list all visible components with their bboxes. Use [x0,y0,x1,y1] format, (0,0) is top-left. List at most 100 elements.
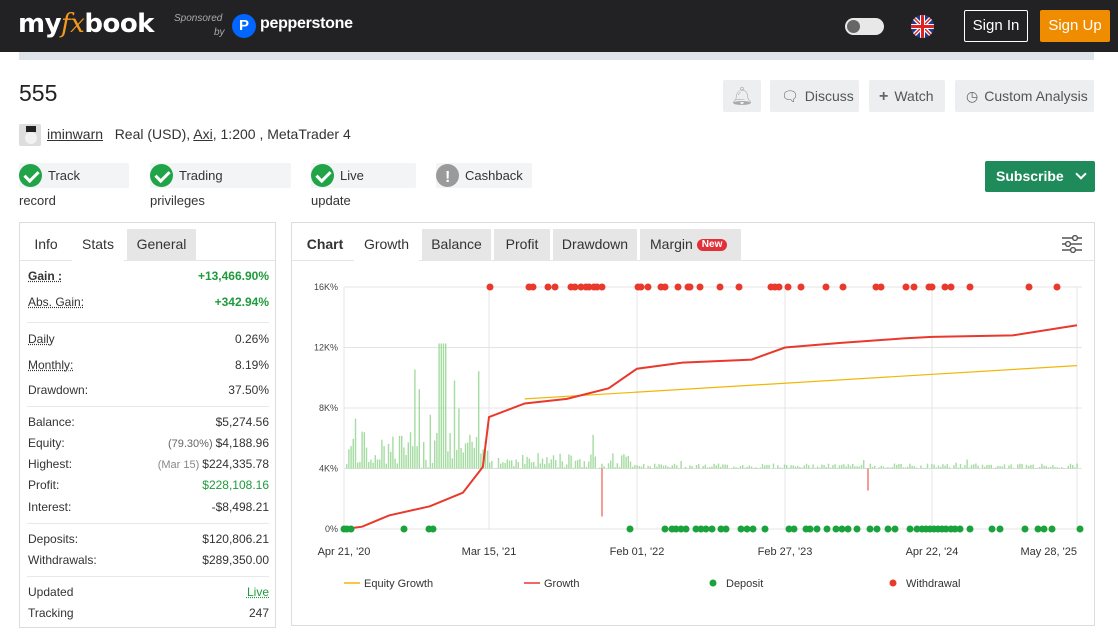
badge-cashback[interactable]: Cashback [436,163,532,190]
deposit-marker [823,525,831,533]
myfxbook-logo[interactable]: myfxbook [18,9,154,39]
tab-growth[interactable]: Growth [354,229,419,261]
activity-bar [491,460,493,469]
stat-value: $289,350.00 [202,553,269,567]
activity-bar [748,465,750,469]
activity-bar [603,466,605,469]
uk-flag-icon[interactable] [911,15,934,38]
activity-bar [462,452,464,469]
activity-bar [673,463,676,469]
activity-bar [957,467,959,469]
activity-bar [1076,463,1078,469]
activity-bar [812,464,814,469]
activity-bar [755,467,757,469]
activity-bar [662,465,665,469]
activity-bar [374,455,376,469]
username-link[interactable]: iminwarn [47,126,104,142]
tab-margin-label: Margin [650,236,693,252]
activity-bar [612,453,614,469]
theme-toggle[interactable] [845,18,884,35]
deposit-marker [692,525,700,533]
activity-bar [467,442,469,469]
stat-row-daily: Daily 0.26% [27,330,269,348]
subscribe-button[interactable]: Subscribe [985,161,1095,192]
custom-analysis-button[interactable]: ◷ Custom Analysis [955,80,1094,112]
account-details: , 1:200 , MetaTrader 4 [212,126,351,142]
stat-label[interactable]: Monthly: [28,358,74,372]
avatar[interactable] [19,124,41,147]
activity-bar [882,466,885,469]
tab-stats[interactable]: Stats [72,229,124,261]
sponsor-name[interactable]: pepperstone [260,15,353,32]
x-tick-label: Mar 15, '21 [462,546,517,558]
chevron-down-icon[interactable] [1075,168,1087,180]
activity-bar [891,467,893,469]
activity-bar [1047,467,1050,469]
discuss-button[interactable]: 🗨︎ Discuss [770,80,859,112]
tab-drawdown[interactable]: Drawdown [553,229,637,261]
sign-up-button[interactable]: Sign Up [1040,10,1110,42]
y-tick-label: 12K% [314,343,338,353]
activity-bar [737,467,739,469]
stat-label[interactable]: Abs. Gain: [28,295,85,309]
withdrawal-marker [571,283,579,291]
withdrawal-marker [877,283,885,291]
activity-bar [453,380,456,469]
badge-trading-privileges[interactable]: Trading privileges [150,163,291,208]
withdrawal-marker [544,283,552,291]
activity-bar [885,467,887,469]
stat-row-tracking: Tracking 247 [27,604,269,622]
activity-bar [856,466,858,469]
activity-bar [1019,463,1021,469]
deposit-marker [884,525,892,533]
watch-button[interactable]: + Watch [869,80,945,112]
activity-bar [772,463,775,469]
tab-info[interactable]: Info [34,236,58,252]
activity-bar [614,467,616,469]
divider [27,322,269,323]
sliders-settings-icon[interactable] [1062,235,1082,253]
x-tick-label: May 28, '25 [1020,546,1077,558]
uk-flag-graphic [911,15,934,38]
activity-bar [913,466,915,469]
tab-balance[interactable]: Balance [422,229,491,261]
activity-bar [489,462,491,469]
stat-label[interactable]: Gain : [28,269,63,283]
activity-bar [387,443,390,469]
activity-bar [788,467,790,469]
activity-bar [541,458,544,469]
tab-profit[interactable]: Profit [494,229,550,261]
stat-label[interactable]: Daily [28,332,55,346]
stat-value[interactable]: Live [246,585,269,599]
activity-bar [847,464,849,469]
activity-bar [986,465,988,469]
notify-bell-button[interactable]: 🔔︎ [723,80,761,112]
chart-tabs: Chart Growth Balance Profit Drawdown Mar… [292,223,1094,261]
equity-growth-line [524,365,1078,400]
deposit-marker [806,525,814,533]
growth-chart[interactable]: 0% 4K% 8K% 12K% 16K% Apr 21, '20 Mar 15, '21 Fe… [292,263,1094,625]
activity-bar [649,466,651,469]
tab-margin[interactable]: Margin New [640,229,741,261]
activity-bar [821,464,823,469]
activity-bar [640,466,643,469]
deposit-marker [1048,525,1056,533]
pepperstone-logo-icon[interactable] [232,14,256,38]
withdrawal-marker [686,283,694,291]
broker-link[interactable]: Axi [193,126,213,142]
tab-general[interactable]: General [127,229,196,261]
deposit-marker [722,525,730,533]
badge-track-record[interactable]: Track record [19,163,129,208]
stat-row-abs-gain: Abs. Gain: +342.94% [27,293,269,311]
activity-bar [656,466,658,469]
activity-bar [530,462,533,469]
custom-analysis-label: Custom Analysis [984,88,1088,104]
activity-bar [579,459,581,469]
activity-bar [854,466,856,469]
activity-bar [801,467,803,469]
activity-bar [992,468,995,469]
sign-in-button[interactable]: Sign In [964,10,1028,42]
clock-icon: ◷ [966,88,979,104]
activity-bar [704,464,706,469]
badge-live-update[interactable]: Live update [311,163,416,208]
